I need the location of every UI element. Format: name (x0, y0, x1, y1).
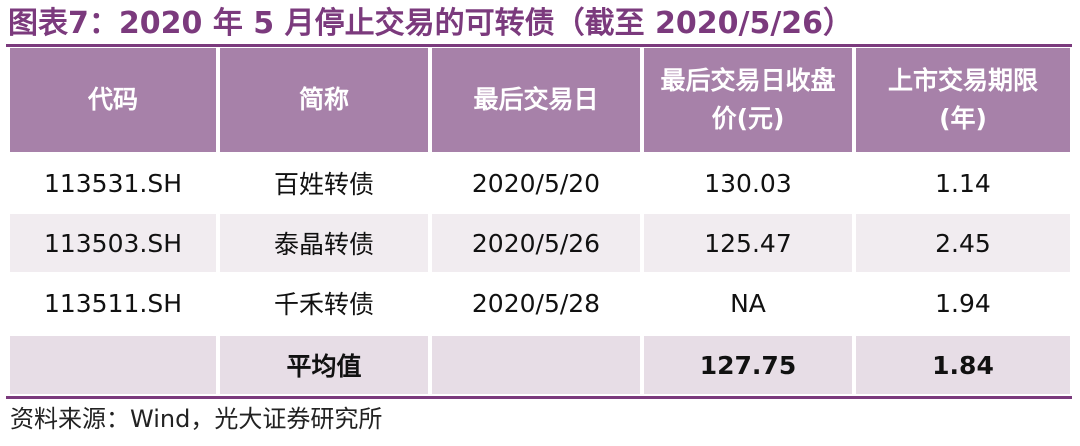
cell-code: 113511.SH (10, 274, 220, 332)
bottom-divider (6, 396, 1072, 399)
summary-empty-cell (10, 336, 220, 394)
cell-listing-period: 2.45 (935, 228, 991, 258)
summary-average-period: 1.84 (932, 350, 994, 380)
cell-listing-period: 1.14 (935, 168, 991, 198)
summary-label: 平均值 (220, 336, 432, 394)
table-row: 113503.SH 泰晶转债 2020/5/26 125.47 2.45 (10, 214, 1070, 272)
cell-last-trading-day: 2020/5/28 (432, 274, 644, 332)
cell-last-trading-day: 2020/5/20 (432, 154, 644, 212)
cell-code: 113503.SH (10, 214, 220, 272)
cell-short-name: 百姓转债 (220, 154, 432, 212)
table-row: 113511.SH 千禾转债 2020/5/28 NA 1.94 (10, 274, 1070, 332)
table-header-row: 代码 简称 最后交易日 最后交易日收盘价(元) 上市交易期限(年) (10, 48, 1070, 152)
cell-short-name: 千禾转债 (220, 274, 432, 332)
header-short-name: 简称 (220, 48, 432, 152)
cell-last-close-price: NA (644, 274, 856, 332)
cell-listing-period: 1.94 (935, 288, 991, 318)
cell-last-close-price: 130.03 (644, 154, 856, 212)
cell-code: 113531.SH (10, 154, 220, 212)
figure-title: 图表7：2020 年 5 月停止交易的可转债（截至 2020/5/26） (8, 6, 854, 41)
title-divider (6, 44, 1072, 47)
cell-short-name: 泰晶转债 (220, 214, 432, 272)
header-last-close-price: 最后交易日收盘价(元) (644, 48, 856, 152)
summary-empty-cell (432, 336, 644, 394)
header-code: 代码 (10, 48, 220, 152)
header-listing-period: 上市交易期限(年) (887, 66, 1038, 133)
header-last-trading-day: 最后交易日 (432, 48, 644, 152)
source-note: 资料来源：Wind，光大证券研究所 (10, 405, 383, 433)
cell-last-close-price: 125.47 (644, 214, 856, 272)
convertible-bond-table: 代码 简称 最后交易日 最后交易日收盘价(元) 上市交易期限(年) 113531… (10, 48, 1070, 394)
table-row: 113531.SH 百姓转债 2020/5/20 130.03 1.14 (10, 154, 1070, 212)
table-summary-row: 平均值 127.75 1.84 (10, 336, 1070, 394)
cell-last-trading-day: 2020/5/26 (432, 214, 644, 272)
summary-average-price: 127.75 (644, 336, 856, 394)
